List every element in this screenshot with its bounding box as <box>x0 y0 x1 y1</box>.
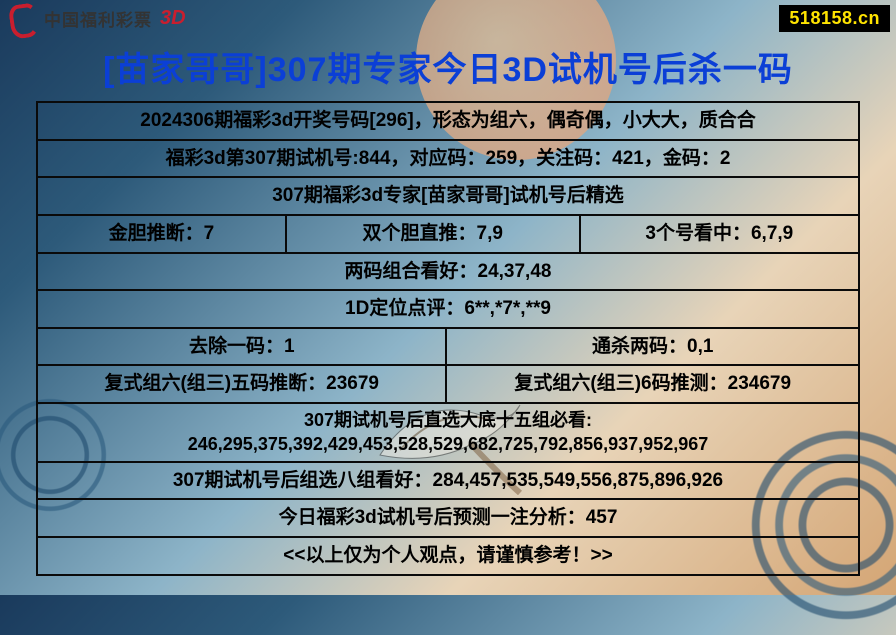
cell-compound-5: 复式组六(组三)五码推断：23679 <box>37 365 446 403</box>
cell-triple-pick: 3个号看中：6,7,9 <box>580 215 859 253</box>
cell-kill-two: 通杀两码：0,1 <box>446 328 859 366</box>
row-pair-combos: 两码组合看好：24,37,48 <box>37 253 859 291</box>
row-prev-result: 2024306期福彩3d开奖号码[296]，形态为组六，偶奇偶，小大大，质合合 <box>37 102 859 140</box>
lottery-logo-icon <box>6 2 38 34</box>
row-disclaimer: <<以上仅为个人观点，请谨慎参考！>> <box>37 537 859 575</box>
cell-remove-one: 去除一码：1 <box>37 328 446 366</box>
row-trial-number: 福彩3d第307期试机号:844，对应码：259，关注码：421，金码：2 <box>37 140 859 178</box>
lottery-mark: 3D <box>160 7 186 30</box>
row-direct-15: 307期试机号后直选大底十五组必看: 246,295,375,392,429,4… <box>37 403 859 462</box>
site-badge: 518158.cn <box>779 5 890 32</box>
row-group-8: 307期试机号后组选八组看好：284,457,535,549,556,875,8… <box>37 462 859 500</box>
lottery-logo: 中国福利彩票 3D <box>6 2 186 34</box>
row-single-bet: 今日福彩3d试机号后预测一注分析：457 <box>37 499 859 537</box>
cell-gold-guess: 金胆推断：7 <box>37 215 286 253</box>
direct-15-list: 246,295,375,392,429,453,528,529,682,725,… <box>188 434 709 454</box>
top-bar: 中国福利彩票 3D 518158.cn <box>0 0 896 36</box>
row-expert-heading: 307期福彩3d专家[苗家哥哥]试机号后精选 <box>37 177 859 215</box>
prediction-table: 2024306期福彩3d开奖号码[296]，形态为组六，偶奇偶，小大大，质合合 … <box>36 101 860 576</box>
cell-double-direct: 双个胆直推：7,9 <box>286 215 580 253</box>
direct-15-title: 307期试机号后直选大底十五组必看: <box>304 410 592 430</box>
cell-compound-6: 复式组六(组三)6码推测：234679 <box>446 365 859 403</box>
page-title: [苗家哥哥]307期专家今日3D试机号后杀一码 <box>0 36 896 101</box>
lottery-name: 中国福利彩票 <box>44 6 152 31</box>
row-1d-position: 1D定位点评：6**,*7*,**9 <box>37 290 859 328</box>
